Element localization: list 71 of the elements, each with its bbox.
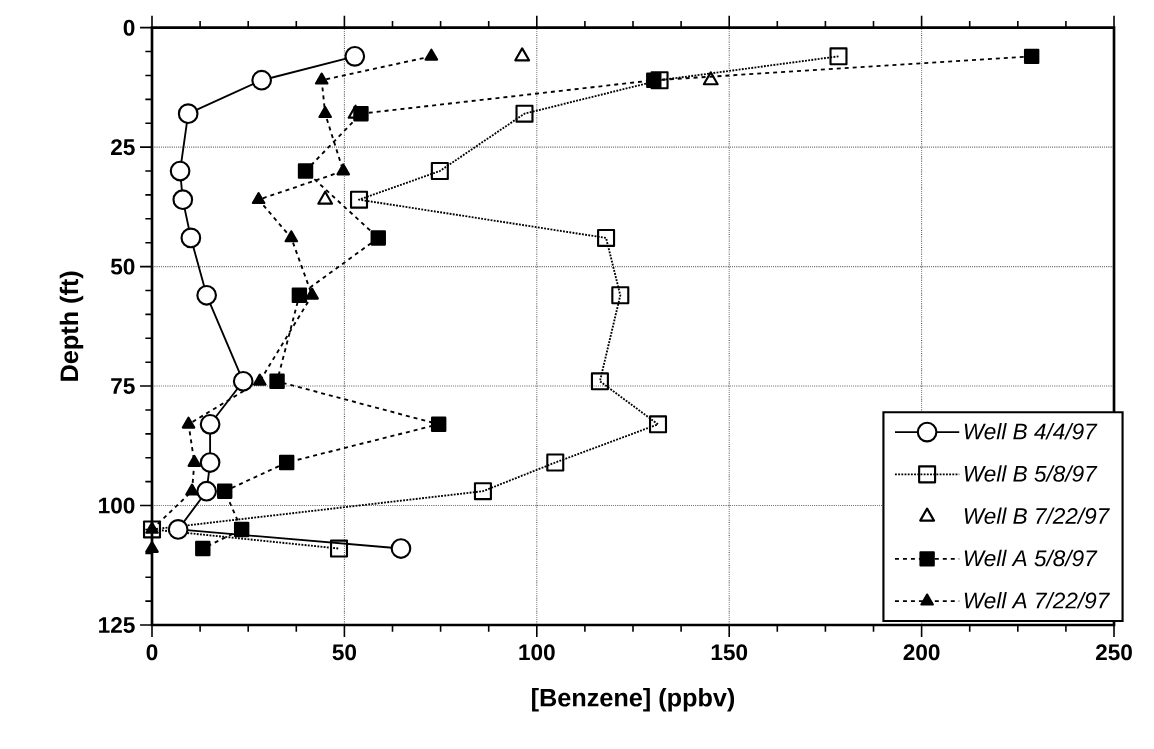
point (514, 47, 531, 62)
point (217, 483, 233, 499)
point (172, 189, 194, 211)
y-tick-label: 100 (99, 497, 135, 514)
x-tick-label: 200 (903, 644, 940, 661)
point (597, 228, 616, 247)
point (648, 415, 668, 434)
point (424, 48, 439, 61)
point (185, 483, 199, 496)
point (473, 482, 492, 501)
legend-label: Well B 4/4/97 (964, 422, 1098, 440)
y-tick-label: 125 (99, 617, 135, 634)
point (291, 287, 308, 303)
point (251, 69, 273, 91)
point (430, 416, 447, 433)
point (353, 105, 369, 122)
legend-label: Well A 7/22/97 (964, 591, 1110, 609)
point (515, 104, 534, 123)
x-axis-title: [Benzene] (ppbv) (532, 688, 735, 712)
point (233, 521, 250, 538)
point (650, 71, 669, 90)
point (305, 287, 319, 300)
point (336, 163, 351, 176)
legend-label: Well B 7/22/97 (964, 507, 1110, 525)
point (702, 71, 719, 86)
point (317, 190, 334, 205)
x-tick-label: 50 (332, 644, 357, 661)
y-tick-label: 0 (123, 19, 135, 36)
point (187, 454, 202, 467)
x-tick-label: 250 (1095, 644, 1132, 661)
point (1023, 48, 1040, 65)
point (196, 284, 218, 306)
point (278, 454, 295, 471)
point (546, 453, 565, 472)
point (329, 539, 349, 558)
x-tick-label: 100 (519, 644, 555, 661)
point (611, 286, 630, 305)
point (169, 160, 191, 182)
point (196, 480, 218, 502)
point (145, 540, 159, 553)
point (269, 373, 285, 389)
point (344, 45, 366, 67)
point (251, 191, 266, 205)
point (199, 452, 221, 473)
point (284, 230, 299, 243)
point (199, 413, 221, 435)
y-tick-label: 25 (111, 139, 135, 156)
point (195, 540, 211, 557)
point (829, 47, 848, 66)
point (232, 370, 254, 392)
point (167, 519, 189, 540)
x-tick-label: 150 (711, 644, 748, 661)
point (180, 227, 202, 249)
point (252, 373, 267, 386)
y-tick-label: 75 (111, 378, 135, 394)
point (318, 105, 332, 119)
legend-label: Well B 5/8/97 (964, 465, 1098, 482)
point (430, 161, 449, 181)
point (390, 538, 412, 559)
x-tick-label: 0 (146, 644, 158, 661)
y-tick-label: 50 (110, 258, 135, 275)
point (370, 230, 386, 246)
point (590, 372, 609, 391)
y-axis-title: Depth (ft) (59, 271, 84, 381)
point (349, 190, 369, 209)
point (297, 163, 314, 179)
legend-label: Well A 5/8/97 (964, 549, 1098, 567)
point (314, 72, 329, 85)
point (181, 416, 196, 429)
point (646, 72, 662, 88)
point (177, 103, 199, 125)
